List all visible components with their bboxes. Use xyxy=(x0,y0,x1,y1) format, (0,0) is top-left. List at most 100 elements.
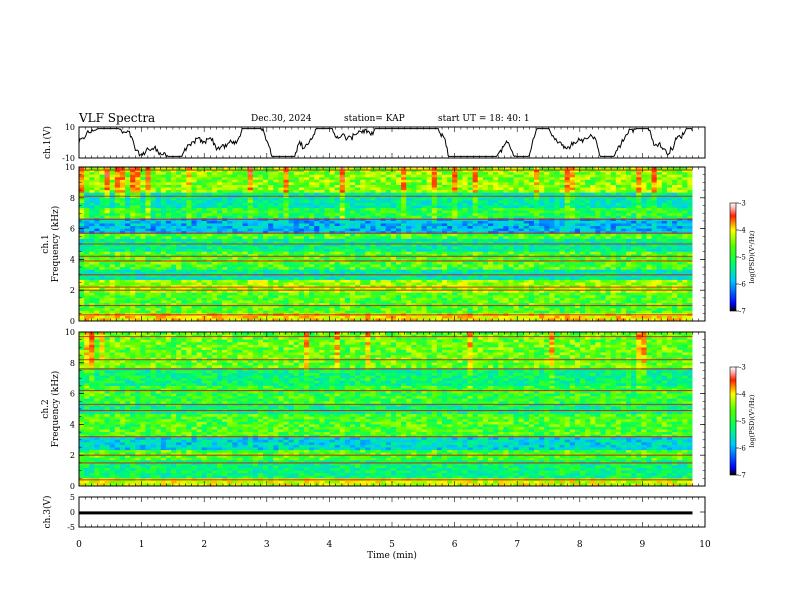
spectrogram-cell xyxy=(114,246,121,250)
spectrogram-cell xyxy=(574,264,581,268)
spectrogram-cell xyxy=(610,220,617,224)
spectrogram-cell xyxy=(452,172,458,176)
spectrogram-cell xyxy=(319,231,325,235)
spectrogram-cell xyxy=(349,220,356,224)
spectrogram-cell xyxy=(339,184,346,188)
spectrogram-cell xyxy=(641,167,647,170)
spectrogram-cell xyxy=(150,261,157,265)
spectrogram-cell xyxy=(344,249,351,253)
spectrogram-cell xyxy=(150,174,157,178)
spectrogram-cell xyxy=(528,251,535,255)
spectrogram-cell xyxy=(380,197,387,201)
spectrogram-cell xyxy=(181,236,187,240)
spectrogram-cell xyxy=(585,226,591,229)
spectrogram-cell xyxy=(344,269,351,273)
spectrogram-cell xyxy=(319,264,325,268)
spectrogram-cell xyxy=(600,169,606,173)
spectrogram-cell xyxy=(585,202,591,206)
spectrogram-cell xyxy=(191,184,197,188)
spectrogram-cell xyxy=(477,261,484,265)
spectrogram-cell xyxy=(564,172,571,176)
spectrogram-cell xyxy=(222,205,228,209)
spectrogram-cell xyxy=(196,244,203,247)
spectrogram-cell xyxy=(181,264,187,268)
spectrogram-cell xyxy=(247,226,254,229)
spectrogram-cell xyxy=(651,184,658,188)
spectrogram-cell xyxy=(574,208,581,212)
spectrogram-cell xyxy=(89,226,95,229)
spectrogram-cell xyxy=(528,184,535,188)
spectrogram-cell xyxy=(217,208,223,212)
spectrogram-cell xyxy=(559,223,566,227)
spectrogram-cell xyxy=(441,238,448,242)
spectrogram-cell xyxy=(564,182,571,186)
spectrogram-cell xyxy=(191,205,197,209)
spectrogram-cell xyxy=(344,169,351,173)
spectrogram-cell xyxy=(585,210,591,214)
spectrogram-cell xyxy=(263,272,269,276)
spectrogram-cell xyxy=(365,184,371,188)
spectrogram-cell xyxy=(186,261,192,265)
spectrogram-cell xyxy=(370,238,376,242)
spectrogram-cell xyxy=(109,241,116,245)
spectrogram-cell xyxy=(569,179,576,183)
spectrogram-cell xyxy=(615,213,622,217)
spectrogram-cell xyxy=(114,210,121,214)
spectrogram-cell xyxy=(441,192,448,196)
spectrogram-cell xyxy=(462,223,468,227)
spectrogram-cell xyxy=(569,238,576,242)
spectrogram-cell xyxy=(406,187,412,191)
spectrogram-cell xyxy=(232,182,238,186)
spectrogram-cell xyxy=(646,174,652,178)
spectrogram-cell xyxy=(319,233,325,237)
spectrogram-cell xyxy=(222,244,228,247)
spectrogram-cell xyxy=(416,215,422,219)
spectrogram-cell xyxy=(498,241,504,245)
spectrogram-cell xyxy=(293,182,300,186)
spectrogram-cell xyxy=(431,208,438,212)
spectrogram-cell xyxy=(539,220,545,224)
spectrogram-cell xyxy=(493,231,499,235)
spectrogram-cell xyxy=(687,249,693,253)
spectrogram-cell xyxy=(232,205,238,209)
spectrogram-cell xyxy=(620,264,627,268)
spectrogram-cell xyxy=(104,192,111,196)
spectrogram-cell xyxy=(355,210,361,214)
spectrogram-cell xyxy=(217,215,223,219)
spectrogram-cell xyxy=(283,228,289,232)
spectrogram-cell xyxy=(165,223,172,227)
spectrogram-cell xyxy=(303,202,310,206)
spectrogram-cell xyxy=(247,249,254,253)
spectrogram-cell xyxy=(677,220,683,224)
spectrogram-cell xyxy=(84,202,90,206)
spectrogram-cell xyxy=(580,182,586,186)
spectrogram-cell xyxy=(247,213,254,217)
spectrogram-cell xyxy=(462,241,468,245)
spectrogram-cell xyxy=(273,172,279,176)
spectrogram-cell xyxy=(355,223,361,227)
spectrogram-cell xyxy=(324,184,330,188)
spectrogram-cell xyxy=(452,197,458,201)
spectrogram-cell xyxy=(349,213,356,217)
spectrogram-cell xyxy=(411,246,417,250)
spectrogram-cell xyxy=(426,200,433,204)
spectrogram-cell xyxy=(319,215,325,219)
spectrogram-cell xyxy=(672,197,678,201)
spectrogram-cell xyxy=(441,256,448,260)
spectrogram-cell xyxy=(539,205,545,209)
spectrogram-cell xyxy=(268,241,274,245)
spectrogram-cell xyxy=(222,172,228,176)
spectrogram-cell xyxy=(176,169,182,173)
spectrogram-cell xyxy=(682,177,688,181)
spectrogram-cell xyxy=(462,177,468,181)
spectrogram-cell xyxy=(666,200,673,204)
spectrogram-cell xyxy=(646,190,652,194)
spectrogram-cell xyxy=(160,174,167,178)
spectrogram-cell xyxy=(416,264,422,268)
spectrogram-cell xyxy=(539,208,545,212)
spectrogram-cell xyxy=(79,202,85,206)
spectrogram-cell xyxy=(119,272,126,276)
spectrogram-cell xyxy=(482,172,489,176)
spectrogram-cell xyxy=(554,179,560,183)
spectrogram-cell xyxy=(242,233,249,237)
